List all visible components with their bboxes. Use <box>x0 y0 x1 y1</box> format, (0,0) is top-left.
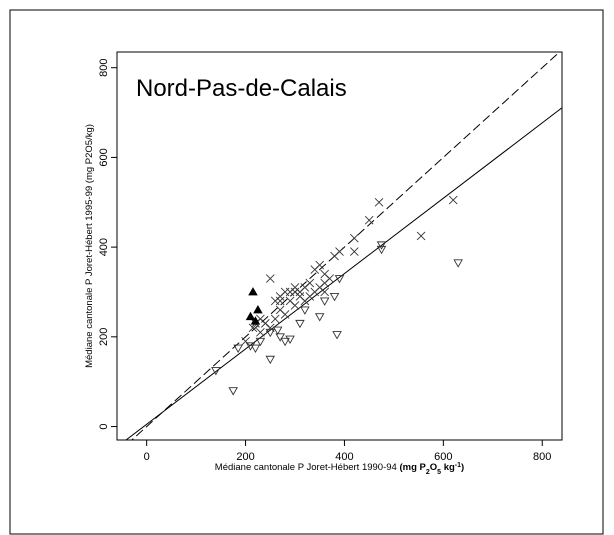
x-axis-label-part: (mg P <box>399 462 426 473</box>
point <box>453 259 463 268</box>
x-axis-label-part: ) <box>461 462 464 473</box>
chart-title: Nord-Pas-de-Calais <box>136 75 347 102</box>
y-tick-label: 200 <box>98 328 110 346</box>
x-tick-label: 800 <box>533 451 551 463</box>
point <box>350 233 359 243</box>
point <box>335 247 344 256</box>
point <box>275 333 285 342</box>
point <box>300 306 310 315</box>
point <box>320 278 329 288</box>
x-tick-label: 600 <box>434 451 452 463</box>
point <box>250 344 261 353</box>
x-axis-label-part: O <box>430 462 437 473</box>
fit-line <box>125 107 562 440</box>
point <box>290 301 300 310</box>
point <box>265 355 276 365</box>
point <box>334 275 345 284</box>
x-axis-label-part: Médiane cantonale P Joret-Hébert 1990-94 <box>215 462 400 473</box>
point <box>376 245 387 255</box>
point <box>416 231 426 241</box>
point <box>280 287 290 297</box>
point <box>245 311 256 321</box>
point <box>280 337 290 347</box>
point <box>376 241 387 250</box>
point <box>305 292 315 301</box>
data-layer <box>125 52 562 440</box>
y-axis-label: Médiane cantonale P Joret-Hébert 1995-99… <box>84 124 95 368</box>
point <box>211 367 221 376</box>
x-axis-label-part: kg <box>441 462 455 473</box>
point <box>248 323 258 333</box>
point <box>320 287 329 297</box>
point <box>314 313 325 322</box>
point <box>253 305 263 314</box>
point <box>270 314 280 324</box>
x-axis-label-part: 5 <box>437 469 441 476</box>
point <box>275 305 285 315</box>
point <box>295 319 305 329</box>
point <box>272 326 283 336</box>
x-axis-label-part: -1 <box>455 462 461 469</box>
point <box>241 336 250 346</box>
x-tick-label: 400 <box>335 451 353 463</box>
y-tick-label: 800 <box>98 59 110 77</box>
y-tick-label: 400 <box>98 238 110 256</box>
point <box>315 260 325 270</box>
point <box>285 335 295 344</box>
point <box>250 316 261 325</box>
point <box>350 247 359 256</box>
frame <box>9 9 604 535</box>
x-tick-label: 0 <box>144 451 150 463</box>
y-tick-label: 600 <box>98 148 110 166</box>
point <box>275 296 285 306</box>
point <box>265 328 276 338</box>
point <box>265 274 275 283</box>
point <box>319 297 330 306</box>
point <box>332 331 342 340</box>
point <box>290 283 300 292</box>
y-tick-label: 0 <box>98 423 110 429</box>
point <box>233 344 243 353</box>
point <box>448 195 458 205</box>
point <box>305 278 315 288</box>
point <box>364 215 374 225</box>
x-tick-label: 200 <box>236 451 254 463</box>
point <box>265 323 275 333</box>
point <box>374 197 384 207</box>
point <box>329 293 340 302</box>
x-axis-label: Médiane cantonale P Joret-Hébert 1990-94… <box>215 462 464 476</box>
point <box>255 337 266 347</box>
plot-box <box>116 51 563 441</box>
x-axis-label-part: 2 <box>426 469 430 476</box>
point <box>256 328 265 337</box>
point <box>228 387 238 396</box>
point <box>248 287 258 296</box>
